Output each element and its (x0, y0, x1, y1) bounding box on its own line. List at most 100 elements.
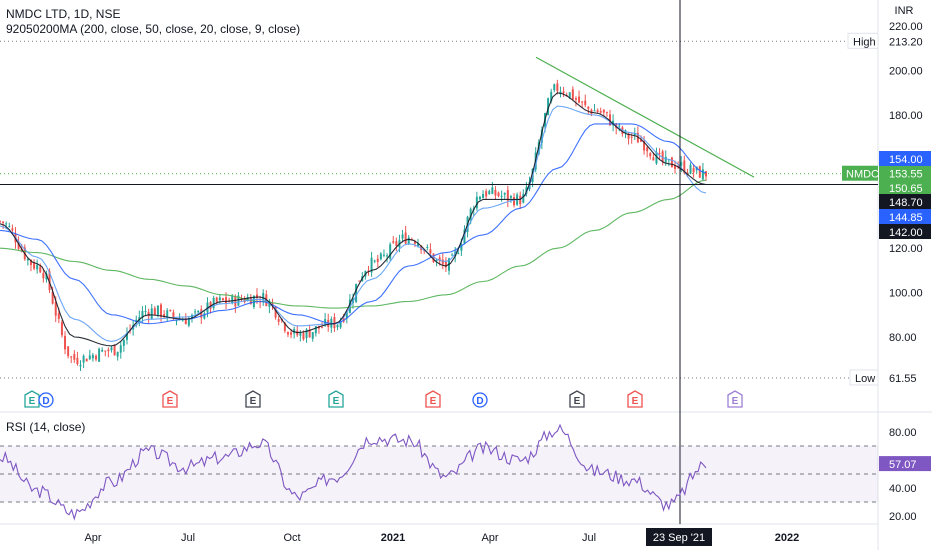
candle-body (277, 319, 280, 322)
high-label-bg (847, 32, 879, 49)
candle-body (64, 335, 67, 350)
candle-body (94, 355, 97, 360)
time-tick-label: 2022 (775, 532, 799, 544)
candle-body (674, 165, 677, 169)
candle-body (54, 301, 57, 316)
earnings-icon (162, 390, 178, 408)
candle-body (376, 258, 379, 262)
candle-body (197, 310, 200, 313)
candle-body (274, 306, 277, 318)
candle-body (646, 147, 649, 152)
candle-body (339, 321, 342, 328)
crosshair-date-text: 23 Sep '21 (653, 532, 705, 544)
candle-body (602, 109, 605, 113)
candle-body (658, 152, 661, 154)
ma-value-tag-text: 150.65 (889, 183, 923, 195)
candle-body (271, 303, 274, 306)
candle-body (256, 294, 259, 299)
candle-body (578, 96, 581, 103)
rsi-tick-label: 40.00 (889, 483, 917, 495)
candle-body (91, 354, 94, 359)
high-label: High (853, 36, 876, 48)
rsi-tick-label: 20.00 (889, 511, 917, 523)
low-label: Low (855, 373, 875, 385)
candle-body (463, 229, 466, 244)
candle-body (386, 255, 389, 257)
candle-body (488, 191, 491, 194)
candle-body (609, 114, 612, 126)
axis-group: 220.00 200.00 180.00 120.00 100.00 80.00 High 2… (84, 21, 931, 546)
candle-body (2, 221, 5, 224)
candle-body (382, 254, 385, 256)
candle-body (67, 346, 70, 357)
candle-body (82, 355, 85, 363)
event-glyph: E (430, 396, 437, 407)
candle-body (234, 296, 237, 307)
last-price-tag-bg (879, 165, 931, 181)
candle-body (107, 349, 110, 352)
candle-body (698, 166, 701, 178)
ma-value-tag: 142.00 (879, 224, 931, 239)
event-marker: E (245, 390, 261, 408)
candle-body (141, 311, 144, 318)
candle-body (113, 344, 116, 356)
candle-body (692, 168, 695, 173)
ma-value-tag-bg (879, 180, 931, 195)
candle-body (649, 153, 652, 157)
candle-body (605, 111, 608, 113)
candle-body (51, 291, 54, 304)
candle-body (429, 249, 432, 254)
candle-body (104, 350, 107, 352)
candle-body (0, 221, 1, 223)
candle-body (556, 83, 559, 92)
candle-body (203, 313, 206, 319)
candle-body (79, 364, 82, 367)
earnings-icon (627, 390, 643, 408)
candle-body (522, 193, 525, 203)
ma-value-tag: 154.00 (879, 151, 931, 166)
candle-body (670, 157, 673, 168)
ma-value-tag-text: 148.70 (889, 197, 923, 209)
candle-body (701, 169, 704, 180)
candle-body (5, 223, 8, 225)
candle-body (76, 357, 79, 365)
low-value-tag: 61.55 (879, 369, 931, 385)
candle-body (540, 129, 543, 143)
last-price-tag: 153.55 (879, 165, 931, 181)
price-tick-label: 80.00 (889, 332, 917, 344)
candle-body (519, 195, 522, 205)
candle-body (593, 110, 596, 112)
candle-body (478, 196, 481, 200)
candle-body (599, 111, 602, 113)
ma-value-tag-text: 144.85 (889, 212, 923, 224)
candle-body (395, 241, 398, 246)
candle-body (485, 191, 488, 197)
low-value-tag-text: 61.55 (889, 373, 917, 385)
price-tick-label: 220.00 (889, 21, 923, 33)
ma-value-tag: 144.85 (879, 209, 931, 224)
candle-body (231, 295, 234, 303)
candle-body (664, 156, 667, 163)
rsi-title: RSI (14, close) (6, 420, 85, 434)
event-glyph: E (574, 396, 581, 407)
ma-line-ma200 (0, 179, 707, 309)
candle-body (299, 333, 302, 336)
candle-body (17, 242, 20, 249)
time-tick-label: Jul (181, 532, 195, 544)
candle-body (451, 254, 454, 256)
candle-body (85, 358, 88, 362)
high-value-tag-bg (879, 33, 931, 49)
ma-value-tag-bg (879, 224, 931, 239)
event-glyph: E (250, 396, 257, 407)
earnings-icon (727, 390, 743, 408)
candle-body (627, 133, 630, 139)
candle-body (110, 347, 113, 351)
candle-body (513, 197, 516, 206)
candle-body (652, 157, 655, 161)
price-pane[interactable] (0, 0, 878, 412)
candle-body (596, 110, 599, 113)
ma-value-tag: 150.65 (879, 180, 931, 195)
candle-body (336, 324, 339, 328)
candle-body (689, 164, 692, 174)
